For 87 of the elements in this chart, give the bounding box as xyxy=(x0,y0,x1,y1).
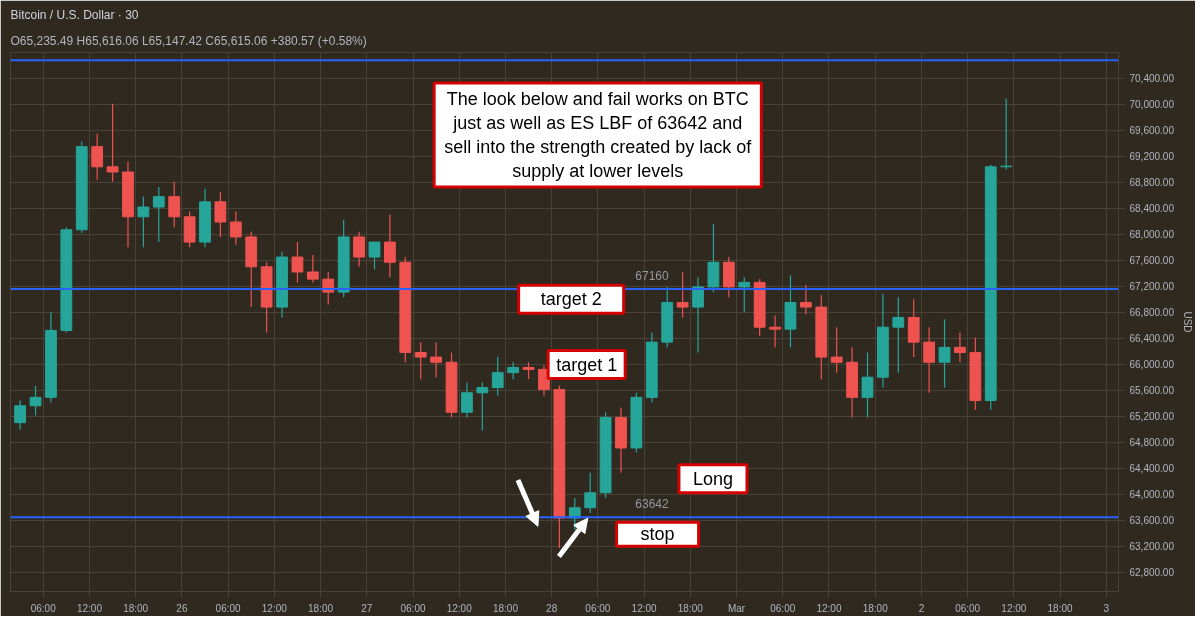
y-tick-label: 69,600.00 xyxy=(1129,125,1175,137)
y-tick-label: 63,200.00 xyxy=(1129,541,1175,553)
annotation: Long xyxy=(692,468,733,489)
x-tick-label: 12:00 xyxy=(76,602,103,614)
candlestick xyxy=(384,214,396,278)
candlestick xyxy=(368,241,381,270)
candlestick xyxy=(137,196,150,248)
y-tick-label: 70,000.00 xyxy=(1129,99,1175,111)
x-tick-label: 12:00 xyxy=(1001,602,1027,614)
candlestick xyxy=(1000,98,1013,170)
y-tick-label: 63,600.00 xyxy=(1129,515,1175,527)
y-tick-label: 65,200.00 xyxy=(1129,411,1175,423)
y-tick-label: 67,200.00 xyxy=(1129,281,1175,293)
candlestick xyxy=(430,341,442,378)
candlestick xyxy=(938,318,951,389)
y-tick-label: 70,400.00 xyxy=(1129,73,1175,85)
x-tick-label: 18:00 xyxy=(123,602,149,614)
x-tick-label: 12:00 xyxy=(631,602,658,614)
candlestick xyxy=(476,381,489,432)
y-tick-label: 66,400.00 xyxy=(1129,333,1175,345)
candlestick xyxy=(830,326,843,374)
x-tick-label: 28 xyxy=(546,602,558,614)
candlestick xyxy=(461,381,473,419)
candlestick xyxy=(229,211,242,246)
y-axis-title: USD xyxy=(1181,311,1193,333)
chart-subtitle: O65,235.49 H65,616.06 L65,147.42 C65,615.06 +380.57 (+0.58%) xyxy=(10,33,367,48)
candlestick xyxy=(584,472,597,514)
candlestick xyxy=(306,254,319,283)
y-tick-label: 64,400.00 xyxy=(1129,463,1175,475)
x-tick-label: 06:00 xyxy=(770,602,796,614)
y-tick-label: 69,200.00 xyxy=(1129,151,1175,163)
annotation: stop xyxy=(640,524,675,545)
x-tick-label: Mar xyxy=(727,602,746,614)
candlestick xyxy=(507,361,520,380)
y-tick-label: 66,800.00 xyxy=(1129,307,1175,319)
y-tick-label: 68,800.00 xyxy=(1129,177,1175,189)
candlestick xyxy=(29,385,42,417)
annotation: target 1 xyxy=(556,354,618,375)
x-tick-label: 18:00 xyxy=(677,602,704,614)
candlestick xyxy=(954,331,966,363)
candlestick xyxy=(692,276,704,354)
candlestick xyxy=(491,356,504,396)
y-tick-label: 67,600.00 xyxy=(1129,255,1175,267)
x-tick-label: 18:00 xyxy=(1047,602,1074,614)
x-tick-label: 06:00 xyxy=(400,602,426,614)
x-tick-label: 26 xyxy=(176,602,188,614)
x-tick-label: 06:00 xyxy=(215,602,242,614)
candlestick xyxy=(799,284,812,315)
y-tick-label: 64,000.00 xyxy=(1129,489,1175,501)
x-tick-label: 3 xyxy=(1103,602,1110,614)
y-tick-label: 62,800.00 xyxy=(1129,567,1175,579)
x-tick-label: 06:00 xyxy=(30,602,57,614)
y-tick-label: 65,600.00 xyxy=(1129,385,1175,397)
x-tick-label: 18:00 xyxy=(308,602,334,614)
candlestick xyxy=(923,326,936,394)
candlestick xyxy=(152,186,165,243)
y-tick-label: 64,800.00 xyxy=(1129,437,1175,449)
candlestick xyxy=(91,133,104,181)
candlestick xyxy=(769,314,781,348)
x-tick-label: 12:00 xyxy=(446,602,473,614)
candlestick xyxy=(14,399,27,431)
x-tick-label: 06:00 xyxy=(585,602,611,614)
x-tick-label: 27 xyxy=(361,602,373,614)
candlestick xyxy=(214,191,227,238)
candlestick xyxy=(168,181,181,228)
y-tick-label: 66,000.00 xyxy=(1129,359,1175,371)
candlestick xyxy=(738,276,751,313)
x-tick-label: 2 xyxy=(918,602,925,614)
candlestick xyxy=(106,103,119,183)
candlestick xyxy=(676,271,689,319)
candlestick xyxy=(291,241,304,283)
candlestick xyxy=(353,231,365,268)
ref-line-label: 67160 xyxy=(635,268,670,283)
y-tick-label: 68,000.00 xyxy=(1129,229,1175,241)
chart-title: Bitcoin / U.S. Dollar · 30 xyxy=(10,7,139,22)
x-tick-label: 18:00 xyxy=(862,602,889,614)
x-tick-label: 06:00 xyxy=(955,602,981,614)
ref-line-label: 63642 xyxy=(635,497,670,512)
candlestick xyxy=(861,351,874,419)
x-tick-label: 12:00 xyxy=(816,602,842,614)
annotation: target 2 xyxy=(540,289,602,310)
x-tick-label: 18:00 xyxy=(492,602,519,614)
candlestick xyxy=(414,341,427,380)
candlestick xyxy=(892,296,905,374)
annotation: The look below and fail works on BTC just as well as ES LBF of 63642 and sell into the strength created by lack of supply at lower levels xyxy=(444,88,753,181)
x-tick-label: 12:00 xyxy=(261,602,288,614)
y-tick-label: 68,400.00 xyxy=(1129,203,1175,215)
